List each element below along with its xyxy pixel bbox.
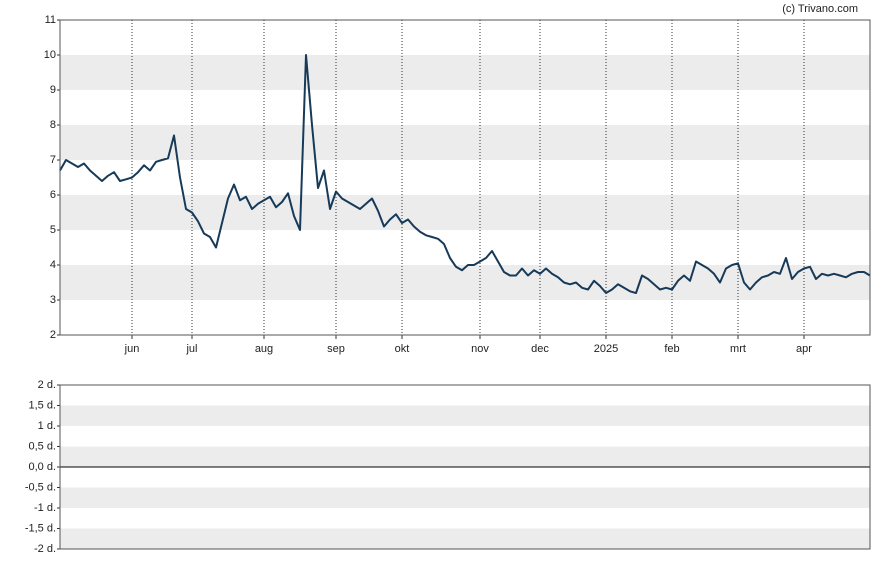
x-tick-label: sep	[327, 343, 345, 355]
x-tick-label: nov	[471, 343, 489, 355]
x-tick-label: dec	[531, 343, 549, 355]
y-tick-label: 6	[50, 189, 56, 201]
y-tick-label: 0,5 d.	[28, 440, 56, 452]
x-tick-label: apr	[796, 343, 812, 355]
y-tick-label: 8	[50, 119, 56, 131]
plot-frame	[59, 384, 871, 550]
x-tick-label: 2025	[594, 343, 618, 355]
credit: (c) Trivano.com	[782, 3, 858, 15]
x-tick-label: feb	[664, 343, 679, 355]
y-tick-label: -2 d.	[34, 543, 56, 555]
band	[60, 195, 870, 230]
y-tick-label: 3	[50, 294, 56, 306]
x-tick-label: aug	[255, 343, 273, 355]
y-tick-label: 1,5 d.	[28, 399, 56, 411]
x-tick-label: jul	[185, 343, 197, 355]
y-tick-label: -1 d.	[34, 502, 56, 514]
band	[60, 55, 870, 90]
y-tick-label: 1 d.	[38, 420, 56, 432]
y-tick-label: 10	[44, 49, 56, 61]
band	[60, 265, 870, 300]
x-tick-label: mrt	[730, 343, 746, 355]
band	[60, 487, 870, 508]
y-tick-label: 2	[50, 329, 56, 341]
y-tick-label: 7	[50, 154, 56, 166]
band	[60, 125, 870, 160]
x-tick-label: jun	[124, 343, 140, 355]
band	[60, 446, 870, 467]
y-tick-label: 4	[50, 259, 56, 271]
y-tick-label: 5	[50, 224, 56, 236]
plot-frame	[59, 19, 871, 336]
band	[60, 528, 870, 549]
x-tick-label: okt	[395, 343, 410, 355]
y-tick-label: -0,5 d.	[25, 481, 56, 493]
band	[60, 405, 870, 426]
y-tick-label: -1,5 d.	[25, 522, 56, 534]
y-tick-label: 0,0 d.	[28, 461, 56, 473]
y-tick-label: 11	[45, 14, 56, 26]
price-line	[59, 54, 871, 294]
y-tick-label: 9	[50, 84, 56, 96]
y-tick-label: 2 d.	[38, 379, 56, 391]
